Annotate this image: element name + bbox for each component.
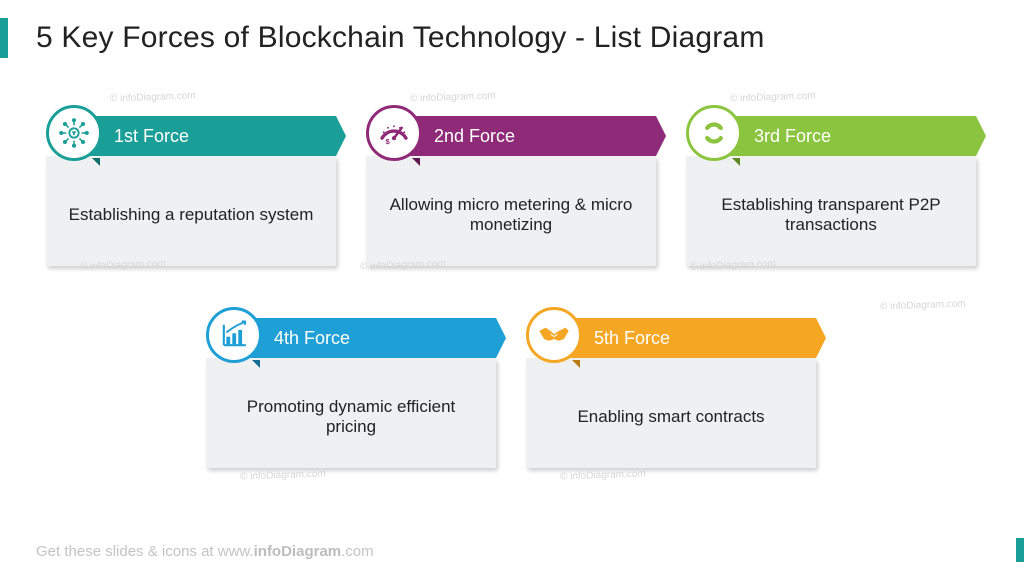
title-accent xyxy=(0,18,8,58)
force-1-body: Establishing a reputation system xyxy=(46,156,336,266)
force-5-desc: Enabling smart contracts xyxy=(577,407,764,427)
force-4-label: 4th Force xyxy=(274,328,350,349)
watermark: © infoDiagram.com xyxy=(880,299,966,313)
force-3-card: 3rd Force Establishing transparent P2P t… xyxy=(686,114,976,266)
watermark: © infoDiagram.com xyxy=(730,91,816,105)
force-5-notch xyxy=(572,360,580,368)
force-2-header: $ 2nd Force xyxy=(366,114,656,158)
force-3-label-wrap: 3rd Force xyxy=(726,116,976,156)
footer-prefix: Get these slides & icons at www. xyxy=(36,543,254,560)
footer-accent xyxy=(1016,538,1024,562)
footer-bold: infoDiagram xyxy=(254,543,342,560)
force-2-notch xyxy=(412,158,420,166)
force-4-desc: Promoting dynamic efficient pricing xyxy=(226,397,476,437)
force-4-label-wrap: 4th Force xyxy=(246,318,496,358)
footer-suffix: .com xyxy=(341,543,374,560)
force-5-label-wrap: 5th Force xyxy=(566,318,816,358)
force-3-desc: Establishing transparent P2P transaction… xyxy=(706,195,956,235)
page-title: 5 Key Forces of Blockchain Technology - … xyxy=(36,21,765,55)
force-1-label-wrap: 1st Force xyxy=(86,116,336,156)
force-5-handshake-icon xyxy=(526,307,582,363)
watermark: © infoDiagram.com xyxy=(110,91,196,105)
force-4-notch xyxy=(252,360,260,368)
force-1-card: 1st Force Establishing a reputation syst… xyxy=(46,114,336,266)
force-4-chart-icon xyxy=(206,307,262,363)
force-1-notch xyxy=(92,158,100,166)
force-3-header: 3rd Force xyxy=(686,114,976,158)
watermark: © infoDiagram.com xyxy=(560,469,646,483)
force-5-header: 5th Force xyxy=(526,316,816,360)
force-4-header: 4th Force xyxy=(206,316,496,360)
watermark: © infoDiagram.com xyxy=(410,91,496,105)
force-1-header: 1st Force xyxy=(46,114,336,158)
force-2-body: Allowing micro metering & micro monetizi… xyxy=(366,156,656,266)
force-2-card: $ 2nd Force Allowing micro metering & mi… xyxy=(366,114,656,266)
force-1-desc: Establishing a reputation system xyxy=(69,205,314,225)
force-2-label: 2nd Force xyxy=(434,126,515,147)
force-2-label-wrap: 2nd Force xyxy=(406,116,656,156)
force-5-card: 5th Force Enabling smart contracts xyxy=(526,316,816,468)
force-1-label: 1st Force xyxy=(114,126,189,147)
force-5-label: 5th Force xyxy=(594,328,670,349)
slide: 5 Key Forces of Blockchain Technology - … xyxy=(0,0,1024,576)
footer-text: Get these slides & icons at www.infoDiag… xyxy=(36,543,374,560)
force-2-desc: Allowing micro metering & micro monetizi… xyxy=(386,195,636,235)
force-5-body: Enabling smart contracts xyxy=(526,358,816,468)
svg-text:$: $ xyxy=(386,137,391,146)
force-3-notch xyxy=(732,158,740,166)
force-4-card: 4th Force Promoting dynamic efficient pr… xyxy=(206,316,496,468)
force-3-label: 3rd Force xyxy=(754,126,831,147)
force-3-arrows-icon xyxy=(686,105,742,161)
title-bar: 5 Key Forces of Blockchain Technology - … xyxy=(0,18,765,58)
watermark: © infoDiagram.com xyxy=(240,469,326,483)
force-4-body: Promoting dynamic efficient pricing xyxy=(206,358,496,468)
force-3-body: Establishing transparent P2P transaction… xyxy=(686,156,976,266)
force-1-network-icon xyxy=(46,105,102,161)
force-2-gauge-icon: $ xyxy=(366,105,422,161)
